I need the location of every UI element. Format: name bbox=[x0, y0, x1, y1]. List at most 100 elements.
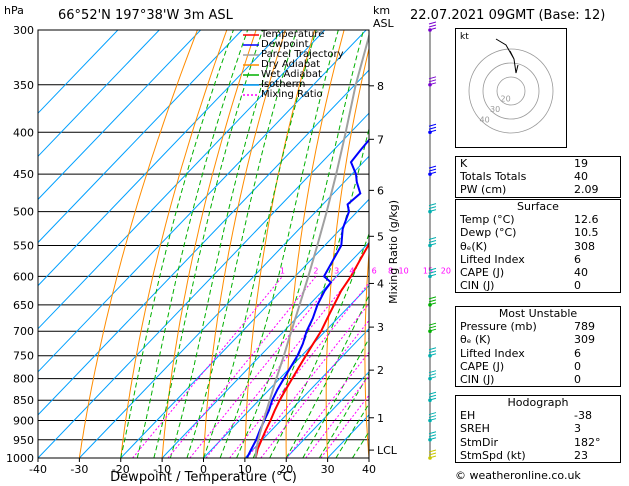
x-axis-label: Dewpoint / Temperature (°C) bbox=[110, 470, 297, 485]
wind-barb-icon bbox=[428, 129, 437, 133]
mixing-ratio-line bbox=[229, 282, 369, 458]
wet-adiabat-line bbox=[269, 232, 369, 458]
legend-item: Isotherm bbox=[243, 80, 344, 90]
most-unstable-label: CIN (J) bbox=[460, 372, 495, 386]
surface-value: 10.5 bbox=[574, 226, 599, 240]
isotherm-line bbox=[38, 69, 369, 416]
isotherm-line bbox=[38, 30, 201, 201]
isotherm-line bbox=[203, 284, 369, 458]
surface-label: Dewp (°C) bbox=[460, 226, 517, 240]
wind-barb-icon bbox=[428, 236, 437, 240]
most-unstable-row: CAPE (J) 0 bbox=[456, 360, 620, 373]
wet-adiabat-line bbox=[153, 30, 264, 458]
pressure-tick-label: 700 bbox=[13, 325, 34, 338]
pressure-tick-label: 450 bbox=[13, 168, 34, 181]
index-value: 19 bbox=[574, 157, 588, 170]
km-tick-label: 3 bbox=[377, 321, 384, 334]
wind-barb-icon bbox=[428, 350, 437, 354]
pressure-tick-label: 650 bbox=[13, 299, 34, 312]
wind-barb-icon bbox=[428, 242, 437, 246]
temperature-tick-label: -20 bbox=[112, 463, 130, 476]
wet-adiabat-line bbox=[335, 402, 369, 458]
station-location: 66°52'N 197°38'W 3m ASL bbox=[58, 8, 233, 23]
surface-label: Lifted Index bbox=[460, 252, 525, 266]
most-unstable-value: 789 bbox=[574, 320, 595, 334]
wind-barb-icon bbox=[428, 267, 437, 271]
isotherm-line bbox=[38, 30, 119, 114]
wind-barb-icon bbox=[428, 373, 437, 377]
temperature-tick-label: 10 bbox=[238, 463, 252, 476]
hodograph-ring-label: 20 bbox=[501, 95, 511, 104]
most-unstable-value: 6 bbox=[574, 346, 581, 360]
wind-barb-icon bbox=[428, 76, 437, 80]
wind-barb-icon bbox=[428, 126, 437, 130]
temperature-line bbox=[254, 241, 369, 458]
index-label: Totals Totals bbox=[460, 170, 527, 184]
legend-label: Wet Adiabat bbox=[261, 69, 322, 80]
pressure-tick-label: 1000 bbox=[6, 452, 34, 465]
surface-value: 12.6 bbox=[574, 213, 599, 227]
isotherm-line bbox=[38, 30, 326, 330]
wind-barb-icon bbox=[428, 270, 437, 274]
isotherm-line bbox=[38, 30, 160, 158]
parcel-trajectory-line bbox=[254, 32, 369, 458]
wind-barb-icon bbox=[428, 412, 437, 416]
wind-barb-icon bbox=[428, 370, 437, 374]
most-unstable-row: Lifted Index 6 bbox=[456, 347, 620, 360]
most-unstable-value: 0 bbox=[574, 372, 581, 386]
legend-swatch bbox=[243, 84, 259, 86]
mixing-ratio-label: 4 bbox=[349, 266, 354, 275]
km-tick-label: LCL bbox=[377, 444, 398, 457]
hodograph-panel: kt 40 30 20 bbox=[455, 28, 567, 148]
wind-barb-icon bbox=[428, 165, 437, 169]
wind-barb-icon bbox=[428, 449, 437, 453]
pressure-tick-label: 850 bbox=[13, 394, 34, 407]
wind-barb-icon bbox=[428, 376, 437, 380]
mixing-ratio-label: 3 bbox=[334, 266, 339, 275]
legend-label: Dewpoint bbox=[261, 39, 309, 50]
most-unstable-value: 0 bbox=[574, 359, 581, 373]
most-unstable-label: Lifted Index bbox=[460, 346, 525, 360]
surface-value: 40 bbox=[574, 265, 588, 279]
wind-barb-icon bbox=[428, 434, 437, 438]
surface-row: CAPE (J) 40 bbox=[456, 266, 620, 279]
temperature-tick-label: -10 bbox=[153, 463, 171, 476]
km-tick-label: 8 bbox=[377, 80, 384, 93]
most-unstable-row: θₑ (K) 309 bbox=[456, 333, 620, 346]
hodograph-stat-label: StmDir bbox=[460, 435, 499, 449]
most-unstable-row: Pressure (mb) 789 bbox=[456, 320, 620, 333]
surface-value: 308 bbox=[574, 239, 595, 253]
km-tick-label: 7 bbox=[377, 133, 384, 146]
hodograph-stat-label: EH bbox=[460, 409, 476, 423]
most-unstable-label: θₑ (K) bbox=[460, 333, 491, 347]
pressure-tick-label: 550 bbox=[13, 239, 34, 252]
legend-item: Mixing Ratio bbox=[243, 90, 344, 100]
wind-barb-icon bbox=[428, 431, 437, 435]
wind-barb-icon bbox=[428, 209, 437, 213]
hodograph-stat-row: EH -38 bbox=[456, 409, 620, 422]
dry-adiabat-line bbox=[403, 30, 433, 458]
copyright-notice: © weatheronline.co.uk bbox=[455, 469, 581, 482]
wind-barb-icon bbox=[428, 415, 437, 419]
most-unstable-title: Most Unstable bbox=[498, 307, 578, 320]
wind-barb-icon bbox=[428, 322, 437, 326]
legend-item: Dewpoint bbox=[243, 40, 344, 50]
wind-barb-icon bbox=[428, 452, 437, 456]
hodograph-ring bbox=[468, 48, 554, 134]
surface-row: Temp (°C) 12.6 bbox=[456, 213, 620, 226]
legend-label: Temperature bbox=[261, 29, 325, 40]
isotherm-line bbox=[38, 30, 243, 244]
legend-item: Parcel Trajectory bbox=[243, 50, 344, 60]
mixing-ratio-line bbox=[167, 276, 317, 458]
mixing-ratio-label: 20 bbox=[441, 266, 451, 275]
index-row: Totals Totals 40 bbox=[456, 170, 620, 183]
wind-barb-icon bbox=[428, 79, 437, 83]
mixing-ratio-line bbox=[205, 276, 353, 458]
km-tick-label: 5 bbox=[377, 230, 384, 243]
mixing-ratio-line bbox=[246, 302, 369, 458]
temperature-tick-label: 0 bbox=[200, 463, 207, 476]
hodograph-stat-label: SREH bbox=[460, 422, 490, 436]
legend-swatch bbox=[243, 34, 259, 36]
isotherm-line bbox=[79, 155, 369, 458]
